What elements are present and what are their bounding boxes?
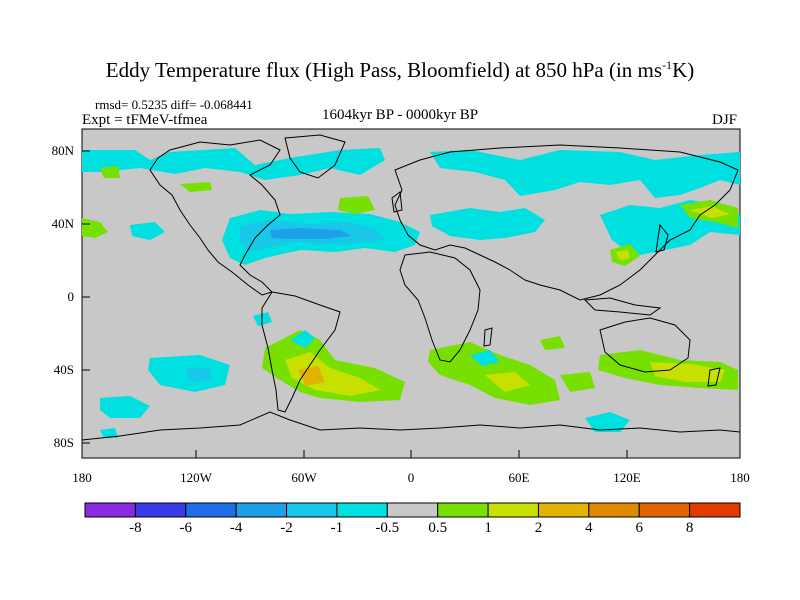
- colorbar-label: 1: [484, 520, 492, 536]
- anomaly-south-india-positive-2: [540, 336, 565, 350]
- anomaly-south-atlantic-neg: [290, 330, 315, 348]
- season-label: DJF: [712, 112, 738, 128]
- colorbar-label: 6: [635, 520, 643, 536]
- lon-label-180-west: 180: [72, 470, 92, 485]
- anomaly-australia-mid: [650, 362, 725, 382]
- colorbar-swatch: [537, 502, 590, 518]
- colorbar-swatch: [588, 502, 640, 518]
- coast-europe-asia: [394, 144, 739, 301]
- anomaly-arctic-positive: [100, 166, 120, 178]
- colorbar-swatch: [689, 502, 741, 518]
- colorbar-label: 8: [685, 520, 694, 536]
- coast-africa: [399, 251, 481, 363]
- colorbar-label: 2: [534, 520, 543, 536]
- colorbar-label: -4: [229, 520, 243, 536]
- anomaly-north-atlantic-core: [270, 228, 352, 239]
- anomaly-fields: [82, 148, 740, 438]
- coast-north-america: [149, 139, 281, 296]
- lon-label-0: 0: [407, 470, 415, 485]
- anomaly-south-atlantic-strong: [298, 366, 325, 386]
- lon-label-120e: 120E: [613, 470, 641, 485]
- lon-label-120w: 120W: [180, 470, 212, 485]
- lon-label-180-east: 180: [730, 470, 750, 485]
- anomaly-indian-core: [485, 372, 530, 392]
- colorbar-label: -0.5: [375, 520, 400, 536]
- figure-title: Eddy Temperature flux (High Pass, Bloomf…: [105, 58, 695, 82]
- anomaly-arctic-east: [430, 150, 740, 198]
- anomaly-south-indian-positive: [560, 372, 595, 392]
- colorbar-label: 4: [585, 520, 593, 536]
- anomaly-southeast-pacific-core: [185, 368, 212, 382]
- coast-south-america: [261, 291, 341, 413]
- experiment-label: Expt = tFMeV-tfmea: [82, 112, 208, 128]
- colorbar-label: -6: [179, 520, 193, 536]
- anomaly-indian-positive: [428, 342, 560, 405]
- colorbar-label: 0.5: [428, 520, 448, 536]
- coast-indonesia: [583, 297, 662, 316]
- coast-antarctica: [81, 411, 741, 441]
- anomaly-antarctic-pacific-neg: [585, 412, 630, 432]
- lat-label-80n: 80N: [51, 143, 74, 158]
- stats-text: rmsd= 0.5235 diff= -0.068441: [95, 97, 253, 112]
- lon-label-60e: 60E: [508, 470, 530, 485]
- colorbar-swatch: [638, 502, 691, 518]
- colorbar-swatch: [437, 502, 489, 518]
- colorbar-swatch: [487, 502, 539, 518]
- anomaly-japan-core: [616, 250, 630, 260]
- coast-madagascar: [483, 327, 493, 347]
- anomaly-west-pacific-positive: [82, 218, 108, 238]
- anomaly-south-pacific-neg-2: [100, 428, 118, 438]
- anomaly-indian-neg: [470, 350, 500, 366]
- colorbar-swatch: [185, 502, 237, 518]
- colorbar-swatch: [134, 502, 187, 518]
- anomaly-north-pacific-neg: [130, 222, 165, 240]
- colorbar-label: -2: [280, 520, 293, 536]
- anomaly-pacific-positive-core: [690, 206, 730, 218]
- colorbar-swatch: [286, 502, 338, 518]
- lat-label-40n: 40N: [51, 216, 74, 231]
- colorbar-swatch: [84, 502, 136, 518]
- anomaly-central-asia: [430, 208, 545, 240]
- coast-greenland: [284, 134, 346, 179]
- lat-label-80s: 80S: [53, 435, 74, 450]
- period-label: 1604kyr BP - 0000kyr BP: [321, 107, 479, 123]
- anomaly-arctic-band: [82, 148, 385, 180]
- axis-ticks: [82, 150, 628, 458]
- anomaly-north-europe-positive: [180, 182, 212, 192]
- anomaly-north-america-positive: [338, 196, 375, 214]
- colorbar-swatch: [235, 502, 288, 518]
- colorbar-label: -1: [330, 520, 344, 536]
- coast-japan: [655, 223, 669, 253]
- colorbar-swatch: [336, 502, 388, 518]
- colorbar-swatch: [386, 502, 439, 518]
- coast-new-zealand: [707, 367, 721, 387]
- lon-label-60w: 60W: [291, 470, 317, 485]
- colorbar-label: -8: [129, 520, 142, 536]
- coast-uk: [391, 191, 403, 213]
- coastlines: [81, 134, 741, 441]
- coast-australia: [599, 317, 691, 373]
- anomaly-west-pacific-south-neg: [100, 396, 150, 418]
- lat-label-40s: 40S: [53, 362, 74, 377]
- lat-label-0: 0: [67, 289, 75, 304]
